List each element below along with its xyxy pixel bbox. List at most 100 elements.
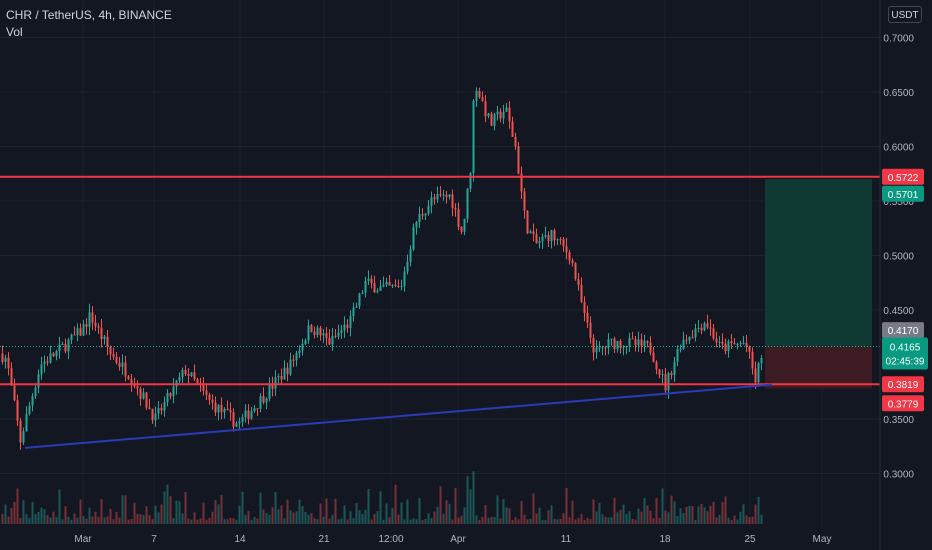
volume-bar	[271, 507, 274, 524]
volume-bar	[253, 516, 256, 524]
volume-bar	[727, 517, 730, 524]
price-tick: 0.5500	[883, 197, 914, 208]
grid	[0, 0, 880, 527]
volume-bar	[115, 512, 118, 524]
candle-body	[694, 328, 697, 338]
candle-body	[757, 363, 760, 383]
volume-bar	[88, 507, 91, 524]
candle-body	[736, 344, 739, 346]
volume-bar	[430, 518, 433, 524]
candle-body	[250, 411, 253, 419]
volume-bar	[388, 517, 391, 524]
volume-bar	[625, 514, 628, 524]
volume-bar	[499, 518, 502, 524]
volume-bar	[319, 503, 322, 524]
candle-body	[79, 328, 82, 336]
candle-body	[739, 343, 742, 345]
volume-bar	[685, 507, 688, 524]
candle-body	[325, 333, 328, 338]
last-high-label-text: 0.4170	[888, 326, 919, 337]
volume-bar	[214, 500, 217, 524]
candle-body	[634, 339, 637, 346]
candle-body	[430, 197, 433, 206]
candle-body	[445, 194, 448, 197]
candle-body	[481, 97, 484, 102]
volume-bar	[403, 519, 406, 524]
volume-bar	[526, 519, 529, 524]
candle-body	[190, 372, 193, 376]
volume-bar	[721, 502, 724, 524]
candle-body	[754, 368, 757, 383]
candle-body	[532, 231, 535, 235]
candle-body	[343, 324, 346, 331]
candle-body	[238, 421, 241, 424]
volume-bar	[589, 519, 592, 524]
volume-bar	[400, 502, 403, 524]
volume-bar	[484, 505, 487, 524]
candle-body	[139, 388, 142, 399]
volume-bar	[376, 511, 379, 524]
candle-body	[655, 361, 658, 370]
volume-bar	[43, 509, 46, 524]
volume-bar	[412, 518, 415, 524]
volume-bar	[490, 517, 493, 524]
volume-bar	[538, 507, 541, 524]
volume-bar	[493, 516, 496, 524]
volume-bar	[145, 506, 148, 524]
candle-body	[556, 239, 559, 241]
volume-bar	[298, 499, 301, 524]
candle-body	[310, 325, 313, 333]
candle-body	[469, 173, 472, 189]
candle-body	[295, 353, 298, 361]
volume-bar	[307, 514, 310, 524]
candle-body	[478, 91, 481, 98]
volume-bar	[139, 514, 142, 524]
volume-bar	[580, 513, 583, 524]
candle-body	[4, 357, 7, 362]
candle-body	[19, 420, 22, 443]
time-tick: Mar	[74, 534, 92, 545]
volume-bar	[265, 512, 268, 524]
time-tick: 25	[744, 534, 756, 545]
volume-bar	[148, 515, 151, 524]
symbol-title[interactable]: CHR / TetherUS, 4h, BINANCE	[6, 8, 172, 22]
volume-bar	[394, 484, 397, 524]
candle-body	[454, 208, 457, 210]
candle-body	[103, 336, 106, 339]
volume-bar	[595, 511, 598, 524]
candle-body	[508, 107, 511, 122]
volume-bar	[70, 519, 73, 524]
volume-bar	[640, 511, 643, 524]
volume-bar	[682, 512, 685, 524]
volume-bar	[586, 517, 589, 524]
candle-body	[706, 323, 709, 328]
volume-label[interactable]: Vol	[6, 25, 23, 39]
currency-badge[interactable]: USDT	[888, 6, 922, 23]
candle-body	[385, 281, 388, 285]
volume-bar	[250, 519, 253, 524]
candle-body	[259, 395, 262, 409]
volume-bar	[631, 519, 634, 524]
candle-body	[682, 339, 685, 349]
candle-body	[424, 213, 427, 216]
volume-bar	[367, 488, 370, 524]
volume-bar	[667, 512, 670, 524]
candle-body	[526, 210, 529, 234]
volume-bar	[238, 505, 241, 524]
price-axis: 0.7000 0.6500 0.6000 0.5500 0.5000 0.4500 0.35…	[879, 0, 914, 550]
volume-bar	[571, 500, 574, 524]
volume-bar	[760, 514, 763, 524]
candle-body	[355, 306, 358, 308]
candle-body	[64, 344, 67, 352]
volume-bar	[436, 506, 439, 524]
candle-body	[607, 339, 610, 348]
volume-bar	[607, 517, 610, 524]
volume-bars	[1, 471, 763, 524]
candle-body	[100, 327, 103, 339]
candle-body	[409, 249, 412, 262]
price-tick: 0.4500	[883, 306, 914, 317]
candle-body	[679, 348, 682, 350]
candle-body	[217, 404, 220, 413]
volume-bar	[235, 519, 238, 524]
